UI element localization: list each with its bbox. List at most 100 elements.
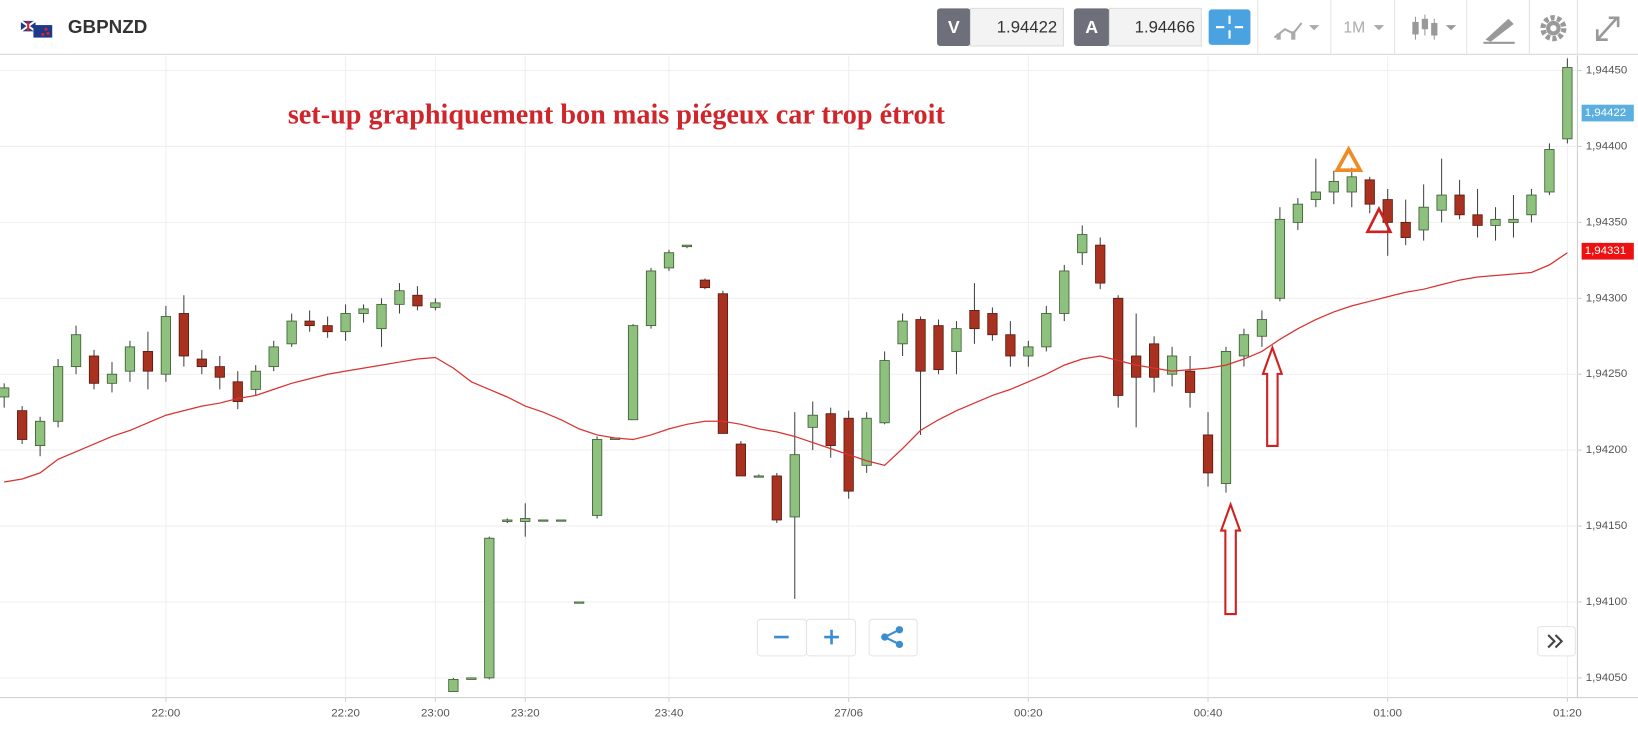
x-tick-label: 23:40 <box>655 707 684 719</box>
candles-button[interactable] <box>1412 14 1457 40</box>
candle-body <box>196 358 207 368</box>
x-tick-label: 00:20 <box>1014 707 1043 719</box>
candle-body <box>1436 194 1447 211</box>
bid-label: V <box>948 17 960 37</box>
candle-body <box>448 678 459 692</box>
x-tick-label: 23:20 <box>511 707 540 719</box>
zoom-in-button[interactable] <box>805 618 857 657</box>
candle-body <box>1113 297 1124 396</box>
crosshair-button[interactable] <box>1208 9 1251 45</box>
candle-body <box>915 319 926 372</box>
candle-body <box>1454 194 1465 216</box>
candle-body <box>1184 370 1196 393</box>
candle-body <box>627 325 639 421</box>
candle-body <box>52 366 64 422</box>
triangle-marker <box>1334 145 1364 173</box>
candle-body <box>574 601 585 604</box>
candle-body <box>879 360 890 424</box>
ask-label: A <box>1085 17 1098 37</box>
bid-price: 1.94422 <box>997 18 1057 37</box>
candle-body <box>1005 334 1016 357</box>
candle-body <box>1328 180 1339 193</box>
ask-box <box>1108 7 1202 47</box>
candle-body <box>645 270 657 327</box>
candle-body <box>897 320 908 345</box>
y-tick-label: 1,94200 <box>1586 444 1627 456</box>
scroll-right-button[interactable] <box>1537 626 1576 657</box>
price-marker <box>1581 242 1634 260</box>
candle-body <box>1059 270 1070 314</box>
candle-body <box>591 439 603 516</box>
candle-body <box>70 334 82 368</box>
candle-body <box>1256 319 1268 337</box>
candle-body <box>1023 346 1034 357</box>
candle-body <box>394 290 405 305</box>
candle-body <box>1131 355 1142 378</box>
settings-button[interactable] <box>1540 15 1567 42</box>
candle-body <box>178 313 189 357</box>
y-tick-label: 1,94150 <box>1586 520 1627 532</box>
candle-body <box>1041 313 1052 348</box>
candle-body <box>484 537 495 679</box>
candle-body <box>286 320 297 345</box>
candle-body <box>88 355 100 384</box>
arrow-up <box>1219 501 1242 616</box>
candle-body <box>1346 176 1357 193</box>
candle-body <box>124 346 136 372</box>
header-bar <box>0 0 1638 55</box>
candle-body <box>232 381 243 402</box>
candle-body <box>268 346 279 368</box>
candle-body <box>771 475 782 521</box>
chart-type-button[interactable] <box>1273 22 1320 40</box>
candle-body <box>556 519 567 522</box>
candle-body <box>520 518 531 522</box>
candle-body <box>717 293 729 434</box>
candle-body <box>34 420 46 446</box>
bid-box <box>969 7 1064 47</box>
draw-button[interactable] <box>1483 18 1515 44</box>
candle-body <box>1238 334 1250 357</box>
candle-body <box>1364 179 1375 205</box>
candle-body <box>1508 218 1519 223</box>
x-tick-label: 27/06 <box>834 707 863 719</box>
candle-body <box>142 351 154 372</box>
candle-body <box>1418 206 1429 231</box>
candle-body <box>322 325 333 333</box>
x-tick-label: 01:00 <box>1373 707 1402 719</box>
candle-body <box>1526 194 1537 216</box>
candle-body <box>969 310 980 330</box>
candle-body <box>933 325 944 371</box>
candle-body <box>789 454 800 518</box>
symbol: GBPNZD <box>68 16 147 37</box>
candle-body <box>304 320 315 327</box>
x-tick-label: 22:00 <box>152 707 181 719</box>
y-tick-label: 1,94450 <box>1586 65 1627 77</box>
candle-body <box>663 252 675 269</box>
triangle-marker <box>1365 205 1393 234</box>
ask-price: 1.94466 <box>1135 18 1195 37</box>
bid-badge <box>937 8 971 46</box>
candle-body <box>825 413 836 446</box>
candle-body <box>699 279 711 289</box>
candle-body <box>1562 67 1573 140</box>
price-marker <box>1581 104 1634 122</box>
candle-body <box>1166 355 1178 375</box>
candle-body <box>1077 234 1088 254</box>
flag-icon <box>20 20 53 38</box>
candle-body <box>861 417 872 466</box>
candle-body <box>214 366 225 378</box>
y-tick-label: 1,94300 <box>1586 292 1627 304</box>
candle-body <box>358 308 369 314</box>
candle-body <box>0 387 10 398</box>
annotation: set-up graphiquement bon mais piégeux ca… <box>288 99 946 130</box>
candle-body <box>376 303 387 330</box>
price-marker-label: 1,94422 <box>1585 107 1626 119</box>
y-tick-label: 1,94050 <box>1586 672 1627 684</box>
candle-body <box>340 313 351 333</box>
zoom-out-button[interactable] <box>756 618 807 657</box>
share-button[interactable] <box>868 618 918 657</box>
fullscreen-button[interactable] <box>1595 16 1620 41</box>
timeframe[interactable]: 1M <box>1343 19 1365 36</box>
candle-body <box>987 313 998 336</box>
